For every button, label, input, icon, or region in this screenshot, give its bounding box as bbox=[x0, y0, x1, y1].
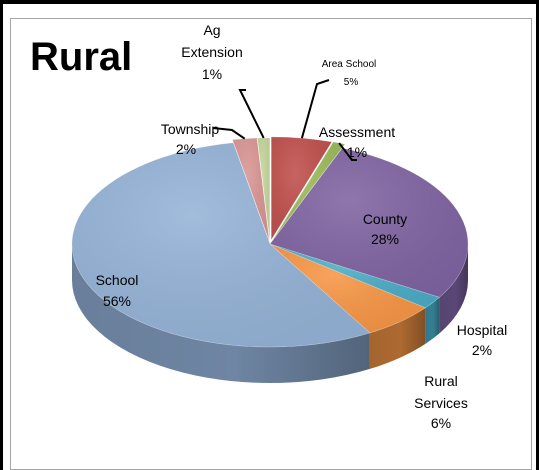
pie-side-shade-rural-services bbox=[369, 307, 426, 369]
label-area-school-name: Area School bbox=[322, 59, 376, 70]
pie-slice-sheen-hospital bbox=[270, 244, 440, 308]
leader-lines bbox=[212, 79, 357, 161]
chart-title: Rural bbox=[30, 35, 132, 79]
label-hospital-name: Hospital bbox=[457, 322, 508, 338]
pie-tops bbox=[71, 136, 469, 348]
label-ag-extension-pct: 1% bbox=[202, 66, 222, 82]
pie-side-shade-hospital bbox=[425, 297, 440, 344]
pie-sides bbox=[72, 244, 468, 383]
leader-line-township bbox=[212, 127, 246, 140]
leader-line-assessment bbox=[338, 142, 357, 161]
pie-slice-sheen-county bbox=[270, 148, 468, 298]
label-rural-services-pct: 6% bbox=[431, 415, 451, 431]
pie-slice-sheen-ag-extension bbox=[257, 137, 270, 241]
pie-slice-sheen-township bbox=[232, 138, 270, 241]
label-area-school-pct: 5% bbox=[344, 77, 359, 88]
label-county-pct: 28% bbox=[371, 231, 399, 247]
label-school-pct: 56% bbox=[103, 293, 131, 309]
pie-slice-sheen-school bbox=[71, 142, 370, 348]
label-school-name: School bbox=[96, 272, 139, 288]
label-rural-services-line1: Rural bbox=[424, 373, 457, 389]
label-township-pct: 2% bbox=[176, 141, 196, 157]
label-assessment-name: Assessment bbox=[319, 124, 395, 140]
label-township-name: Township bbox=[161, 121, 220, 137]
label-assessment-pct: 1% bbox=[347, 144, 367, 160]
label-county-name: County bbox=[363, 211, 407, 227]
label-rural-services-line2: Services bbox=[414, 395, 468, 411]
label-ag-extension-line1: Ag bbox=[203, 22, 220, 38]
pie-side-shade-school bbox=[72, 244, 370, 383]
leader-line-ag-extension bbox=[238, 89, 265, 139]
pie-side-shade-county bbox=[439, 244, 468, 334]
pie-slice-sheen-rural-services bbox=[270, 244, 426, 333]
label-ag-extension-line2: Extension bbox=[181, 44, 242, 60]
pie-slice-sheen-area-school bbox=[271, 136, 332, 240]
leader-line-area-school bbox=[300, 79, 330, 139]
label-hospital-pct: 2% bbox=[472, 342, 492, 358]
pie-slice-sheen-assessment bbox=[272, 142, 345, 241]
